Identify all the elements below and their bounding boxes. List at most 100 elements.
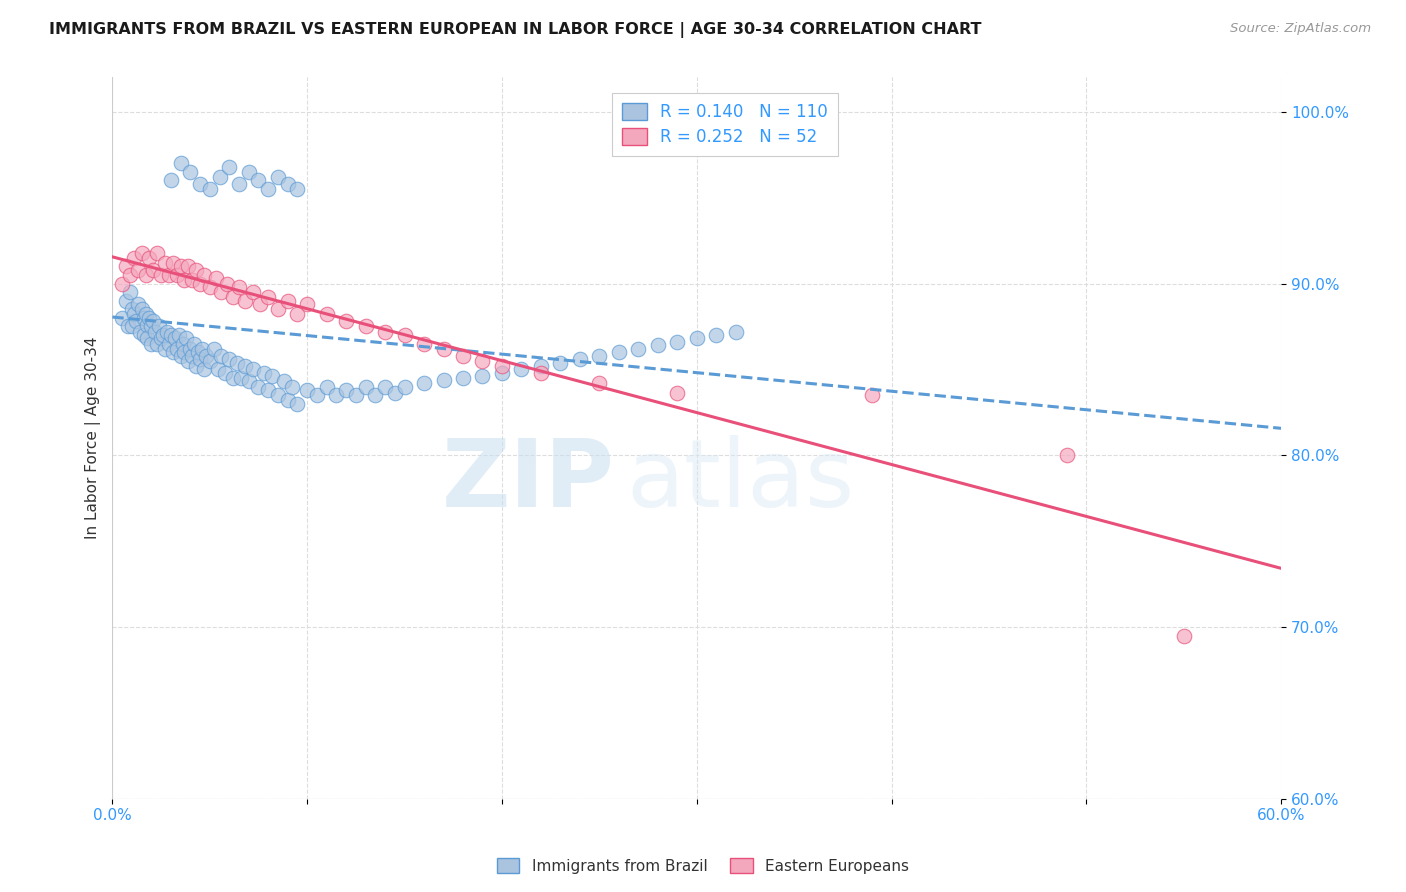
Legend: R = 0.140   N = 110, R = 0.252   N = 52: R = 0.140 N = 110, R = 0.252 N = 52 [612,93,838,156]
Point [177,260,200,274]
Point [257,383,280,397]
Point [207,362,229,376]
Point [111,310,134,325]
Point [131,245,153,260]
Point [186,262,208,277]
Point [277,177,299,191]
Point [173,345,195,359]
Point [451,371,474,385]
Point [451,349,474,363]
Point [253,366,276,380]
Point [550,355,572,369]
Point [229,371,252,385]
Point [188,277,211,291]
Point [295,297,318,311]
Point [287,308,309,322]
Point [191,342,214,356]
Point [491,359,513,373]
Point [860,388,883,402]
Point [148,319,170,334]
Point [257,290,280,304]
Point [202,342,225,356]
Point [607,345,630,359]
Point [568,352,591,367]
Point [295,383,318,397]
Point [724,325,747,339]
Point [111,277,134,291]
Point [1173,629,1195,643]
Point [530,359,553,373]
Point [305,388,328,402]
Point [374,325,396,339]
Point [354,379,377,393]
Point [491,366,513,380]
Point [136,331,159,345]
Point [179,342,201,356]
Point [277,293,299,308]
Point [211,285,233,299]
Point [686,331,709,345]
Point [138,310,160,325]
Point [121,319,143,334]
Point [132,310,155,325]
Point [510,362,533,376]
Point [374,379,396,393]
Point [166,268,188,282]
Point [218,160,240,174]
Point [181,273,204,287]
Point [222,290,245,304]
Point [188,352,211,367]
Point [193,268,215,282]
Point [117,319,139,334]
Point [627,342,650,356]
Point [214,366,236,380]
Point [150,331,173,345]
Point [127,262,149,277]
Point [704,328,727,343]
Point [242,285,264,299]
Point [262,369,284,384]
Point [666,334,689,349]
Point [141,336,163,351]
Point [287,397,309,411]
Point [183,336,205,351]
Point [186,359,208,373]
Point [188,177,211,191]
Point [413,336,436,351]
Point [233,293,256,308]
Point [325,388,347,402]
Point [160,173,183,187]
Point [217,277,239,291]
Point [588,349,610,363]
Point [153,342,176,356]
Point [194,349,217,363]
Point [208,169,231,184]
Point [121,302,143,317]
Point [247,173,270,187]
Point [277,393,299,408]
Point [198,280,221,294]
Point [1056,448,1078,462]
Point [135,268,157,282]
Point [238,165,260,179]
Point [204,271,226,285]
Point [181,349,204,363]
Point [257,182,280,196]
Point [354,319,377,334]
Point [141,319,163,334]
Text: ZIP: ZIP [441,435,614,527]
Point [238,375,260,389]
Point [198,354,221,368]
Point [267,388,290,402]
Point [198,182,221,196]
Point [228,177,250,191]
Point [138,251,160,265]
Point [132,328,155,343]
Point [115,293,138,308]
Point [226,355,249,369]
Point [163,331,186,345]
Point [173,273,195,287]
Point [267,169,290,184]
Point [242,362,264,376]
Point [152,328,174,343]
